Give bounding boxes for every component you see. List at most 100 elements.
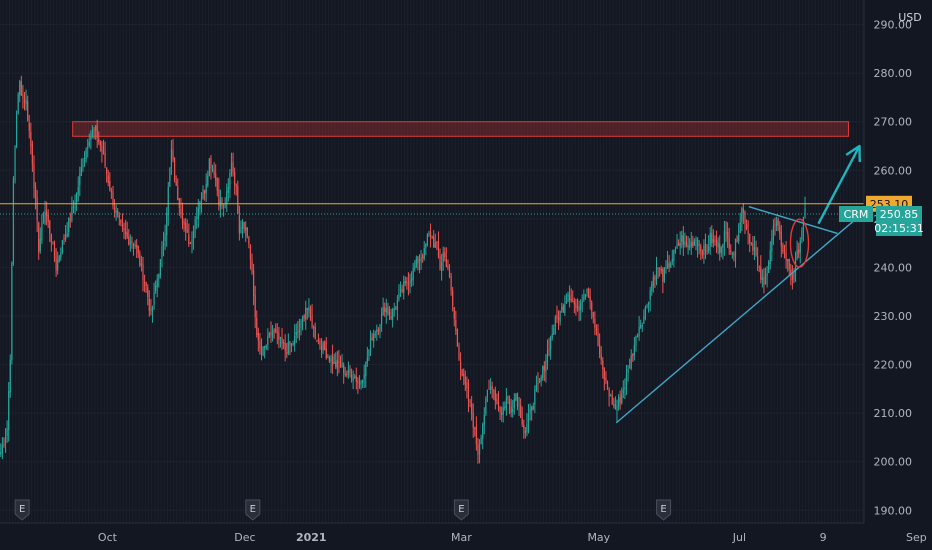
candle-body [314, 327, 316, 340]
candle-body [723, 230, 726, 245]
candle-body [358, 383, 361, 385]
drawings[interactable] [0, 144, 864, 424]
candle-body [16, 114, 18, 148]
earnings-marker-label: E [660, 504, 666, 515]
candle-body [197, 207, 199, 220]
candle-body [284, 343, 286, 351]
candle-body [689, 246, 691, 248]
candle-body [685, 242, 688, 248]
trendline[interactable] [748, 206, 838, 235]
candle-body [565, 300, 568, 303]
candle-body [189, 243, 191, 245]
candle-body [328, 357, 331, 361]
candle-body [374, 333, 376, 336]
candle-body [606, 381, 609, 390]
candle-body [782, 245, 784, 252]
candle-body [106, 167, 108, 174]
projection-arrow-head[interactable] [845, 144, 861, 163]
candle-body [248, 238, 250, 245]
candle-body [254, 295, 256, 317]
candle-body [404, 280, 406, 284]
candle-body [401, 289, 403, 292]
candle-body [483, 414, 485, 426]
symbol-tag-text: CRM [844, 208, 869, 221]
candle-body [616, 405, 618, 411]
candle-body [459, 361, 462, 369]
candle-body [41, 223, 43, 241]
candle-body [537, 383, 539, 385]
candle-body [414, 266, 416, 269]
candle-body [142, 264, 144, 281]
candle-body [93, 130, 95, 132]
candle-body [657, 267, 659, 269]
candle-body [95, 126, 97, 131]
candle-body [366, 357, 368, 363]
candle-body [306, 308, 308, 310]
candle-body [406, 281, 408, 284]
candle-body [232, 161, 234, 172]
candle-body [673, 249, 675, 261]
earnings-marker[interactable] [656, 499, 672, 521]
candle-body [281, 337, 283, 344]
candle-body [357, 381, 359, 383]
candle-body [501, 412, 503, 415]
trendline[interactable] [615, 220, 854, 424]
candle-body [439, 256, 441, 270]
resistance-zone[interactable] [72, 121, 849, 137]
earnings-marker[interactable] [14, 499, 30, 521]
candle-body [793, 272, 795, 280]
price-axis[interactable] [864, 0, 932, 550]
candle-body [286, 352, 288, 354]
earnings-marker[interactable] [453, 499, 469, 521]
candle-body [452, 290, 454, 306]
candle-body [335, 361, 337, 367]
candle-body [72, 206, 75, 209]
candle-body [493, 390, 495, 392]
candle-body [700, 246, 702, 252]
candle-body [245, 227, 247, 231]
candle-body [719, 243, 721, 253]
candle-body [720, 247, 722, 254]
candle-body [109, 181, 111, 191]
candle-body [644, 306, 647, 319]
candle-body [3, 443, 5, 445]
candle-body [755, 247, 757, 256]
candle-body [739, 222, 741, 233]
time-axis[interactable] [0, 523, 864, 550]
candle-body [602, 360, 604, 370]
candle-body [804, 208, 806, 217]
candle-body [758, 266, 760, 268]
candle-body [388, 311, 391, 316]
candle-body [491, 386, 493, 390]
candle-body [57, 260, 59, 271]
candle-body [202, 189, 204, 199]
candle-body [629, 367, 631, 369]
candle-body [71, 207, 73, 221]
candle-body [456, 329, 459, 347]
candle-body [90, 136, 92, 141]
y-tick-label: 240.00 [874, 261, 913, 274]
y-tick-label: 280.00 [874, 67, 913, 80]
candle-body [662, 268, 664, 282]
candle-body [96, 124, 98, 139]
projection-arrow[interactable] [817, 145, 861, 225]
candle-body [395, 307, 397, 309]
candle-body [706, 250, 708, 252]
candle-body [343, 364, 345, 374]
candle-body [155, 285, 157, 292]
highlight-circle[interactable] [789, 218, 810, 268]
x-axis-labels: Oct Dec 2021 Mar May Jul 9 Sep [98, 531, 927, 544]
candle-body [488, 388, 490, 390]
candle-body [38, 222, 40, 253]
candle-body [622, 389, 624, 394]
candle-body [499, 407, 501, 413]
x-tick-label: May [587, 531, 610, 544]
candle-body [569, 294, 571, 301]
earnings-marker[interactable] [245, 499, 261, 521]
candle-body [28, 122, 30, 131]
candle-body [8, 391, 10, 431]
y-axis-labels: 290.00280.00270.00260.00250.00240.00230.… [874, 19, 913, 518]
candle-body [319, 341, 321, 345]
